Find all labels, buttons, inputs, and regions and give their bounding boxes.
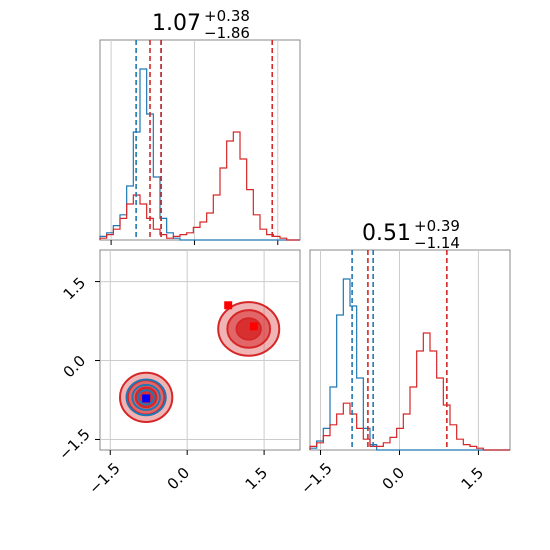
title-2-upper: +0.39 <box>414 217 460 235</box>
title-2: 0.51 +0.39 −1.14 <box>362 217 460 252</box>
contour-2-2 <box>137 389 155 406</box>
y-tick-label-1: 1.5 <box>60 274 90 304</box>
title-1-value: 1.07 <box>152 11 201 36</box>
y-tick-label-3: −1.5 <box>55 425 93 463</box>
contour-2-1 <box>131 383 161 411</box>
marker-0 <box>224 301 233 310</box>
x2-tick-label-3: 1.5 <box>458 464 488 494</box>
title-2-value: 0.51 <box>362 221 411 246</box>
title-1-upper: +0.38 <box>204 7 250 25</box>
panel-bottom-left-frame <box>99 249 301 451</box>
marker-1 <box>249 322 258 331</box>
x-tick-label-3: 1.5 <box>242 464 272 494</box>
x-tick-label-1: −1.5 <box>85 459 123 497</box>
x2-tick-label-1: −1.5 <box>297 459 335 497</box>
title-1-lower: −1.86 <box>204 24 250 42</box>
hist-series-top-left-0 <box>99 68 300 241</box>
hist-series-bottom-right-1 <box>309 332 510 451</box>
hist-series-top-left-1 <box>99 131 300 241</box>
x-tick-label-2: 0.0 <box>164 464 194 494</box>
title-1: 1.07 +0.38 −1.86 <box>152 7 250 42</box>
panel-top-left-frame <box>99 39 301 241</box>
hist-series-bottom-right-0 <box>309 278 510 451</box>
chart-marks <box>95 40 510 455</box>
panel-bottom-right-frame <box>309 249 511 451</box>
x2-tick-label-2: 0.0 <box>379 464 409 494</box>
contour-2-0 <box>125 378 167 417</box>
marker-2 <box>142 394 151 403</box>
y-tick-label-2: 0.0 <box>60 352 90 382</box>
title-2-lower: −1.14 <box>414 234 460 252</box>
